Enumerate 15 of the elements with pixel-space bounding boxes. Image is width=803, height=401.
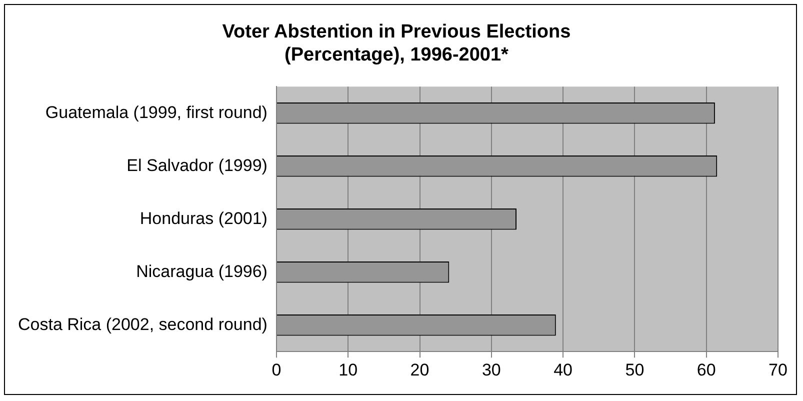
y-tick-label: Guatemala (1999, first round) [45, 102, 268, 122]
x-tick-label: 30 [482, 360, 501, 380]
y-tick-label: Costa Rica (2002, second round) [18, 314, 268, 334]
x-tick-label: 20 [410, 360, 430, 380]
x-tick-label: 60 [696, 360, 716, 380]
x-tick-label: 70 [768, 360, 788, 380]
x-tick-label: 40 [554, 360, 573, 380]
text: (Percentage), 1996-2001* [284, 44, 508, 66]
y-tick-label: Nicaragua (1996) [136, 262, 268, 281]
y-tick-label: Honduras (2001) [140, 208, 268, 228]
text: Voter Abstention in Previous Elections [222, 22, 571, 43]
y-tick-label: El Salvador (1999) [126, 156, 268, 175]
x-tick-label: 0 [272, 360, 282, 380]
x-tick-label: 10 [338, 360, 358, 380]
x-tick-label: 50 [625, 360, 644, 380]
